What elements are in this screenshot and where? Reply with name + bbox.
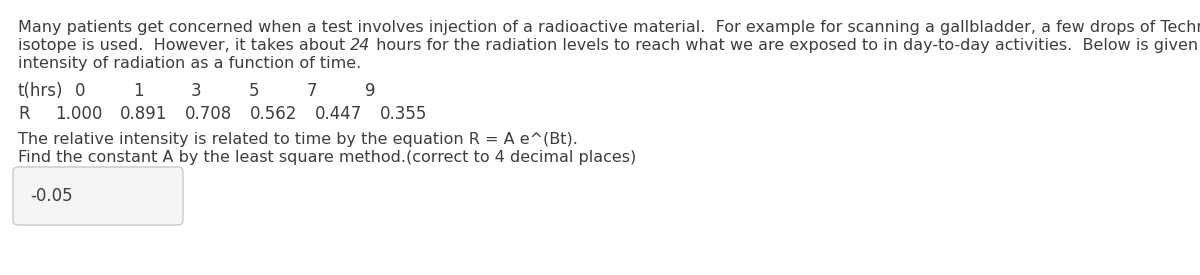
Text: 7: 7 <box>307 82 318 100</box>
Text: -0.05: -0.05 <box>30 187 73 205</box>
Text: Many patients get concerned when a test involves injection of a radioactive mate: Many patients get concerned when a test … <box>18 20 1200 35</box>
Text: 0.891: 0.891 <box>120 105 167 123</box>
Text: 5: 5 <box>250 82 259 100</box>
Text: t(hrs): t(hrs) <box>18 82 64 100</box>
Text: The relative intensity is related to time by the equation R = A e^(Bt).: The relative intensity is related to tim… <box>18 132 578 147</box>
Text: 0.355: 0.355 <box>380 105 427 123</box>
Text: hours for the radiation levels to reach what we are exposed to in day-to-day act: hours for the radiation levels to reach … <box>371 38 1200 53</box>
Text: 0.447: 0.447 <box>316 105 362 123</box>
Text: 0.562: 0.562 <box>250 105 298 123</box>
Text: R: R <box>18 105 30 123</box>
Text: 1: 1 <box>133 82 144 100</box>
Text: 1.000: 1.000 <box>55 105 102 123</box>
Text: isotope is used.  However, it takes about: isotope is used. However, it takes about <box>18 38 350 53</box>
Text: 0.708: 0.708 <box>185 105 233 123</box>
Text: 24: 24 <box>350 38 371 53</box>
Text: 9: 9 <box>365 82 376 100</box>
Text: intensity of radiation as a function of time.: intensity of radiation as a function of … <box>18 56 361 71</box>
Text: 3: 3 <box>191 82 202 100</box>
FancyBboxPatch shape <box>13 167 182 225</box>
Text: Find the constant A by the least square method.(correct to 4 decimal places): Find the constant A by the least square … <box>18 150 636 165</box>
Text: 0: 0 <box>74 82 85 100</box>
